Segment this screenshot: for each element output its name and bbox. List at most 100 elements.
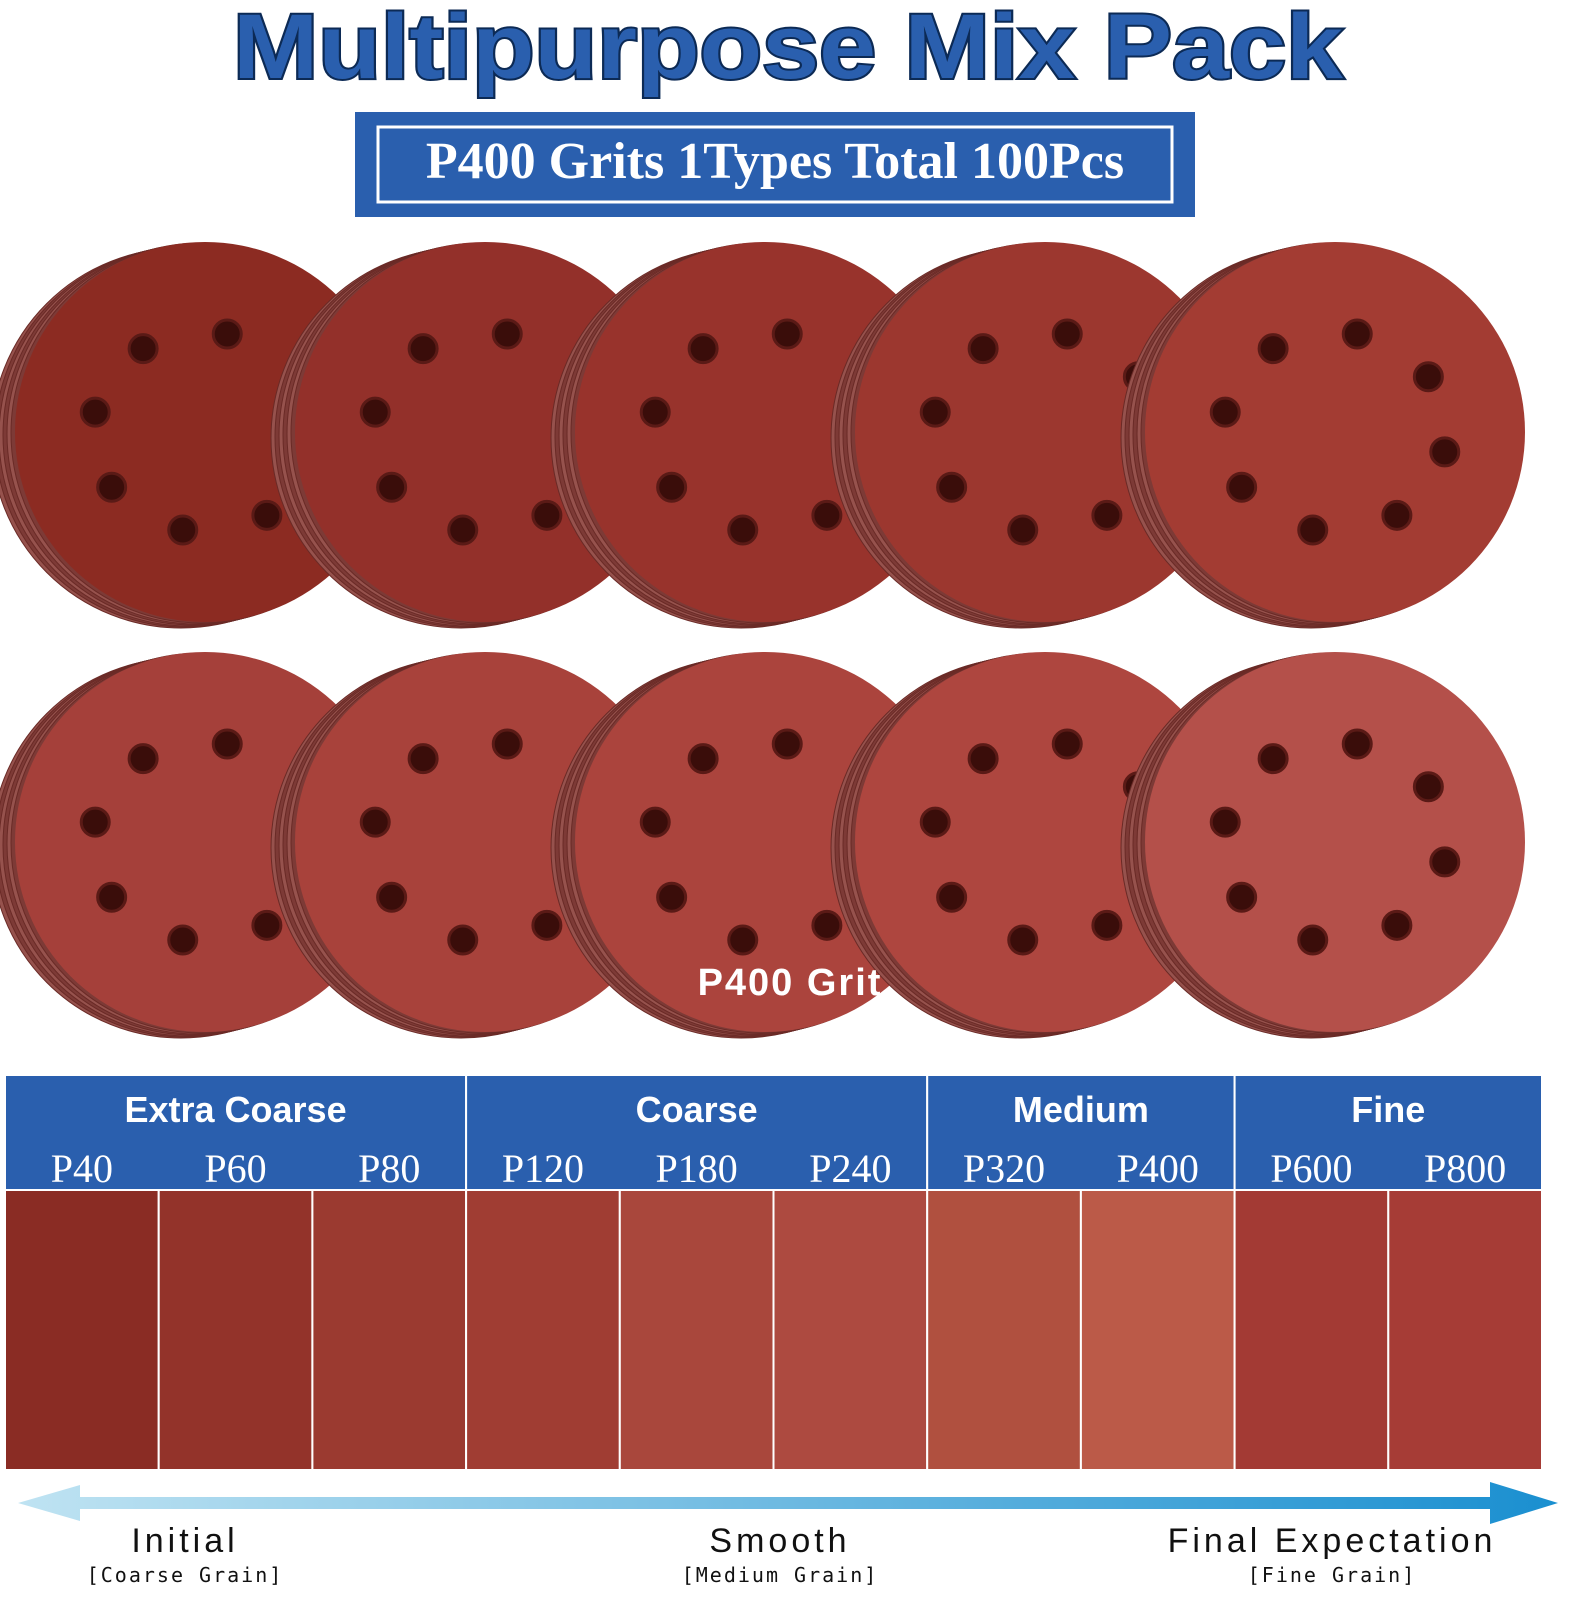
disc-hole [1381,909,1413,941]
disc-hole [376,881,408,913]
group-name: Fine [1351,1089,1425,1130]
disc-hole [811,499,843,531]
disc-hole [1007,514,1039,546]
grit-swatch [4,1189,160,1471]
disc-hole [1051,318,1083,350]
disc-hole [167,924,199,956]
group-header [926,1074,1236,1191]
disc-hole [936,881,968,913]
stage-label: Initial [131,1522,238,1560]
disc-hole [1051,728,1083,760]
disc-hole [211,728,243,760]
disc-hole [1341,318,1373,350]
disc-label: P400 Grit [698,962,883,1004]
grit-label: P800 [1424,1146,1506,1191]
disc-hole [1412,771,1444,803]
disc-stack [0,652,395,1039]
subtitle-frame [376,125,1174,204]
stage-note: [Medium Grain] [682,1563,879,1587]
disc-hole [771,728,803,760]
grit-label: P40 [51,1146,113,1191]
disc-hole [447,924,479,956]
disc-hole [1297,924,1329,956]
stage-label: Smooth [709,1522,850,1560]
disc-hole [96,881,128,913]
disc [1145,652,1525,1032]
stage-note: [Coarse Grain] [87,1563,284,1587]
grit-swatch [772,1189,929,1471]
disc-hole [811,909,843,941]
disc-hole [1226,471,1258,503]
disc [855,652,1235,1032]
disc-hole [359,806,391,838]
disc-hole [1226,881,1258,913]
group-name: Medium [1013,1089,1149,1130]
grit-label: P60 [204,1146,266,1191]
disc-hole [967,333,999,365]
grit-swatch [618,1189,775,1471]
progress-arrow [18,1482,1558,1524]
grit-label: P320 [963,1146,1045,1191]
subtitle: P400 Grits 1Types Total 100Pcs [426,133,1124,190]
disc-hole [127,743,159,775]
grit-label: P400 [1117,1146,1199,1191]
disc-hole [407,743,439,775]
disc-hole [1341,728,1373,760]
disc-hole [376,471,408,503]
grit-label: P80 [358,1146,420,1191]
disc-hole [639,806,671,838]
subtitle-box [355,112,1195,217]
disc-hole [656,471,688,503]
disc-hole [491,318,523,350]
group-name: Extra Coarse [124,1089,346,1130]
grit-label: P600 [1270,1146,1352,1191]
grit-table: Extra Coarse P40 P60 P80 Coarse P120 P180 P240 M… [4,1074,1544,1471]
disc-hole [531,499,563,531]
disc-hole [771,318,803,350]
disc-hole [407,333,439,365]
disc-hole [1429,436,1461,468]
disc-hole [1209,806,1241,838]
disc-hole [1381,499,1413,531]
grit-swatch [157,1189,314,1471]
disc-hole [919,806,951,838]
grit-swatch [311,1189,468,1471]
disc-hole [127,333,159,365]
disc-stack [1120,242,1525,629]
disc-stack [270,652,675,1039]
disc-hole [919,396,951,428]
disc-hole [359,396,391,428]
stage-label: Final Expectation [1168,1522,1497,1560]
grit-label: P120 [502,1146,584,1191]
group-name: Coarse [636,1089,758,1130]
title: Multipurpose Mix Pack [233,0,1344,98]
disc-hole [167,514,199,546]
disc-stack [830,652,1235,1039]
disc-hole [447,514,479,546]
disc-hole [531,909,563,941]
disc-hole [639,396,671,428]
disc-hole [1091,909,1123,941]
disc-hole [656,881,688,913]
grit-label: P240 [809,1146,891,1191]
grit-swatch [1233,1189,1390,1471]
disc-stack [270,242,675,629]
disc [1145,242,1525,622]
disc-hole [96,471,128,503]
disc-hole [211,318,243,350]
disc-hole [491,728,523,760]
disc [855,242,1235,622]
disc-hole [727,924,759,956]
grit-swatch [926,1189,1082,1471]
group-header [465,1074,929,1191]
disc-hole [1412,361,1444,393]
disc-hole [1257,743,1289,775]
disc-hole [79,396,111,428]
disc-hole [936,471,968,503]
disc-hole [251,499,283,531]
disc-hole [1297,514,1329,546]
grit-swatch [1079,1189,1236,1471]
disc-grid: P400 Grit [0,242,1525,1039]
grit-label: P180 [656,1146,738,1191]
